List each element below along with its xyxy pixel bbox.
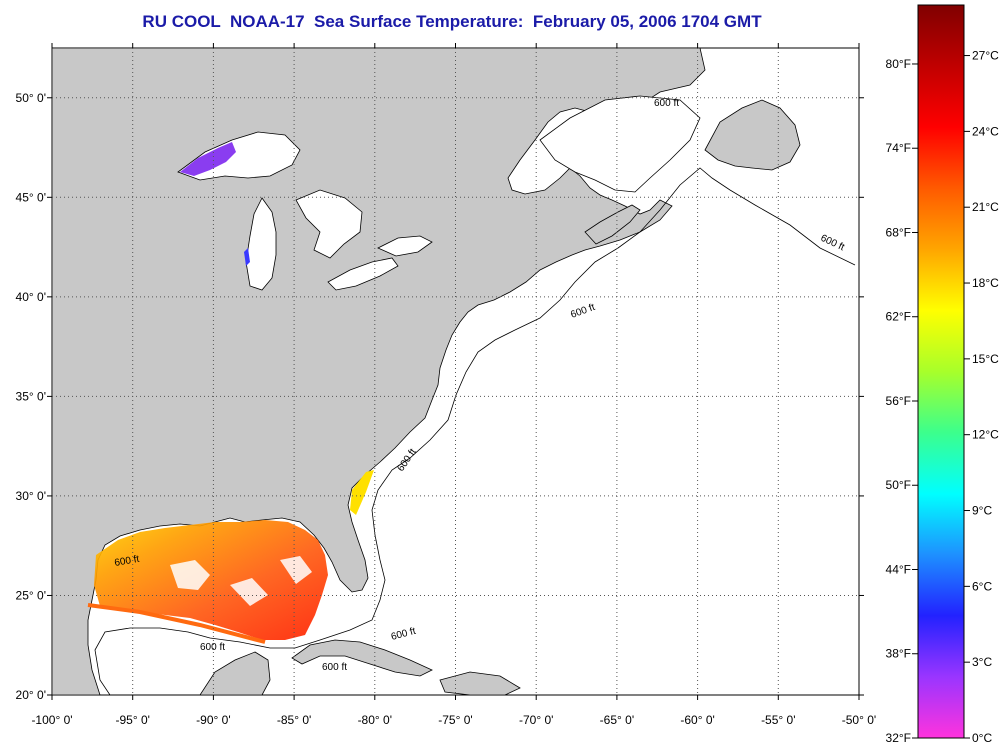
lake-huron xyxy=(295,189,363,259)
lon-tick-label: -60° 0' xyxy=(680,713,714,727)
celsius-label: 6°C xyxy=(972,579,992,593)
lat-tick-label: 50° 0' xyxy=(16,91,46,105)
gulf-sst-stripe xyxy=(87,603,266,644)
lon-tick-label: -55° 0' xyxy=(761,713,795,727)
gulf-of-st-lawrence xyxy=(539,95,701,193)
celsius-label: 15°C xyxy=(972,352,999,366)
lon-tick-label: -85° 0' xyxy=(277,713,311,727)
celsius-label: 3°C xyxy=(972,655,992,669)
fahrenheit-label: 50°F xyxy=(886,478,911,492)
shelf-contour-600ft xyxy=(94,167,856,695)
lon-tick-label: -90° 0' xyxy=(196,713,230,727)
map-title: RU COOL NOAA-17 Sea Surface Temperature:… xyxy=(142,12,762,31)
lon-tick-label: -100° 0' xyxy=(31,713,72,727)
celsius-label: 12°C xyxy=(972,428,999,442)
lon-tick-label: -95° 0' xyxy=(115,713,149,727)
lat-tick-label: 20° 0' xyxy=(16,688,46,702)
contour-label-600ft: 600 ft xyxy=(322,662,347,673)
celsius-label: 27°C xyxy=(972,49,999,63)
celsius-label: 9°C xyxy=(972,504,992,518)
celsius-label: 21°C xyxy=(972,200,999,214)
celsius-label: 24°C xyxy=(972,124,999,138)
lake-superior-sst xyxy=(180,142,236,176)
lat-tick-label: 30° 0' xyxy=(16,489,46,503)
axis-ticks: -100° 0' -95° 0' -90° 0' -85° 0' -80° 0' -75°… xyxy=(16,43,876,727)
lon-tick-label: -70° 0' xyxy=(519,713,553,727)
lon-tick-label: -50° 0' xyxy=(842,713,876,727)
celsius-label: 18°C xyxy=(972,276,999,290)
lat-tick-label: 35° 0' xyxy=(16,389,46,403)
gulf-cloud-gaps xyxy=(170,556,312,606)
lake-michigan xyxy=(245,197,277,291)
lake-michigan-sst xyxy=(244,248,250,266)
lake-ontario xyxy=(377,235,433,257)
lake-erie xyxy=(327,257,399,291)
lat-tick-label: 45° 0' xyxy=(16,190,46,204)
contour-label-600ft: 600 ft xyxy=(654,98,679,109)
lon-tick-label: -80° 0' xyxy=(358,713,392,727)
fahrenheit-label: 32°F xyxy=(886,731,911,745)
lat-tick-label: 40° 0' xyxy=(16,290,46,304)
fahrenheit-label: 80°F xyxy=(886,57,911,71)
fahrenheit-label: 44°F xyxy=(886,562,911,576)
fahrenheit-label: 62°F xyxy=(886,310,911,324)
colorbar xyxy=(917,4,965,739)
cuba-land xyxy=(291,639,433,677)
hispaniola-land xyxy=(439,671,521,695)
celsius-label: 0°C xyxy=(972,731,992,745)
newfoundland-land xyxy=(704,99,801,171)
nova-scotia-land xyxy=(584,204,641,245)
fahrenheit-label: 74°F xyxy=(886,141,911,155)
gulf-sst-field xyxy=(94,520,328,640)
lon-tick-label: -65° 0' xyxy=(600,713,634,727)
colorbar-labels: 27°C 24°C 21°C 18°C 15°C 12°C 9°C 6°C 3°C 0°C 80°F… xyxy=(886,49,1000,745)
contour-label-600ft: 600 ft xyxy=(200,642,225,653)
grid-lines xyxy=(52,48,859,695)
lat-tick-label: 25° 0' xyxy=(16,588,46,602)
fahrenheit-label: 68°F xyxy=(886,225,911,239)
atlantic-sst-strip xyxy=(350,470,374,515)
fahrenheit-label: 56°F xyxy=(886,394,911,408)
fahrenheit-label: 38°F xyxy=(886,647,911,661)
yucatan-land xyxy=(199,651,271,695)
lon-tick-label: -75° 0' xyxy=(438,713,472,727)
contour-label-600ft: 600 ft xyxy=(114,554,141,569)
